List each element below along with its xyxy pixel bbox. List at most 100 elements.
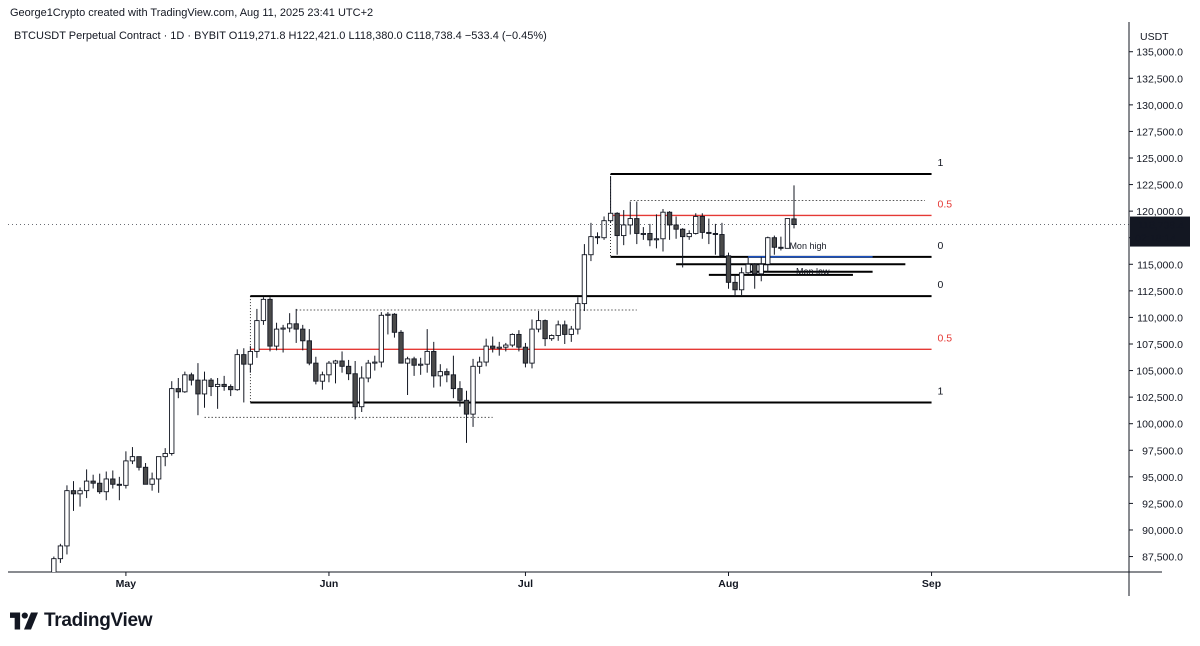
candle bbox=[490, 336, 496, 353]
candle-body bbox=[110, 478, 116, 485]
candle-body bbox=[555, 324, 561, 336]
candle-body bbox=[575, 303, 581, 330]
candle bbox=[562, 320, 568, 344]
candle-body bbox=[90, 480, 96, 484]
candle bbox=[693, 213, 699, 235]
candle bbox=[110, 470, 116, 489]
price-tick-label: 120,000.0 bbox=[1136, 206, 1183, 218]
candle bbox=[745, 257, 751, 274]
candle bbox=[326, 360, 332, 383]
time-tick-label: May bbox=[116, 578, 137, 590]
candle bbox=[607, 176, 614, 223]
candle bbox=[345, 359, 352, 381]
price-tick-label: 92,500.0 bbox=[1142, 498, 1183, 510]
candle-body bbox=[287, 323, 293, 329]
candle bbox=[391, 313, 398, 338]
candle-body bbox=[745, 263, 751, 274]
candle-body bbox=[719, 234, 725, 257]
candle bbox=[339, 351, 345, 373]
candle bbox=[758, 256, 764, 282]
time-tick-label: Jun bbox=[320, 578, 339, 590]
candle-body bbox=[398, 331, 404, 364]
candle-body bbox=[549, 335, 555, 340]
chart-credit: George1Crypto created with TradingView.c… bbox=[10, 7, 374, 19]
candle-body bbox=[332, 360, 339, 364]
candle-body bbox=[450, 374, 457, 390]
candle-body bbox=[195, 379, 201, 395]
candle-body bbox=[260, 298, 267, 322]
candle bbox=[319, 371, 326, 390]
candle bbox=[568, 325, 574, 342]
candle-body bbox=[280, 327, 286, 330]
candle-body bbox=[142, 466, 149, 485]
level-label: 0.5 bbox=[938, 198, 953, 210]
time-tick-label: Sep bbox=[922, 578, 941, 590]
candle-body bbox=[136, 456, 142, 468]
price-axis-unit: USDT bbox=[1140, 31, 1169, 43]
candle bbox=[293, 308, 299, 343]
bar-countdown: 02:18:14 bbox=[1135, 233, 1176, 245]
candle-body bbox=[490, 345, 496, 349]
candle bbox=[378, 312, 384, 368]
candle bbox=[300, 324, 306, 351]
candle bbox=[418, 357, 424, 375]
candle-body bbox=[385, 313, 391, 316]
candle bbox=[431, 341, 437, 388]
candle-body bbox=[273, 328, 280, 347]
candle-body bbox=[522, 346, 529, 364]
candle-body bbox=[83, 480, 90, 492]
level-label: 0 bbox=[938, 279, 944, 291]
candle-body bbox=[169, 388, 175, 454]
candle-body bbox=[640, 233, 647, 235]
candle-body bbox=[516, 333, 522, 348]
candle-body bbox=[391, 313, 398, 333]
candle bbox=[365, 359, 371, 383]
candle bbox=[680, 228, 686, 268]
candle-body bbox=[149, 478, 155, 485]
candle-body bbox=[214, 383, 221, 387]
candle-body bbox=[64, 490, 70, 547]
candle bbox=[241, 348, 247, 403]
candle bbox=[404, 356, 411, 396]
candle bbox=[234, 349, 240, 391]
time-tick-label: Jul bbox=[518, 578, 533, 590]
candle-body bbox=[378, 314, 384, 363]
candle-body bbox=[404, 358, 411, 364]
candle-body bbox=[77, 490, 83, 495]
candle-body bbox=[293, 323, 299, 330]
tradingview-logo-icon bbox=[10, 612, 38, 630]
candle-body bbox=[542, 320, 548, 340]
candle-body bbox=[673, 224, 679, 230]
candle bbox=[313, 356, 319, 385]
candle-body bbox=[712, 233, 719, 235]
candle bbox=[516, 330, 522, 352]
price-tick-label: 102,500.0 bbox=[1136, 392, 1183, 404]
candle bbox=[673, 216, 679, 239]
candle bbox=[411, 356, 417, 376]
price-tick-label: 127,500.0 bbox=[1136, 126, 1183, 138]
price-tick-label: 130,000.0 bbox=[1136, 100, 1183, 112]
candle bbox=[765, 236, 771, 272]
candle-body bbox=[601, 220, 607, 239]
candle-body bbox=[155, 456, 162, 480]
candle-body bbox=[116, 483, 123, 486]
candle-body bbox=[503, 344, 509, 348]
candle bbox=[738, 267, 745, 296]
candle-body bbox=[424, 350, 430, 365]
candle-body bbox=[614, 212, 620, 237]
candle bbox=[791, 185, 797, 229]
last-price-value: 118,738.4 bbox=[1138, 220, 1184, 232]
candle-body bbox=[568, 328, 574, 335]
candle bbox=[372, 355, 378, 371]
candle bbox=[509, 333, 515, 348]
candle-body bbox=[123, 460, 129, 486]
candle-body bbox=[765, 237, 771, 265]
price-tick-label: 100,000.0 bbox=[1136, 419, 1183, 431]
candle-body bbox=[57, 545, 64, 560]
candle-body bbox=[247, 350, 253, 365]
candle bbox=[83, 469, 90, 499]
candle-body bbox=[647, 233, 653, 241]
candle bbox=[712, 223, 719, 255]
candle bbox=[503, 342, 509, 352]
